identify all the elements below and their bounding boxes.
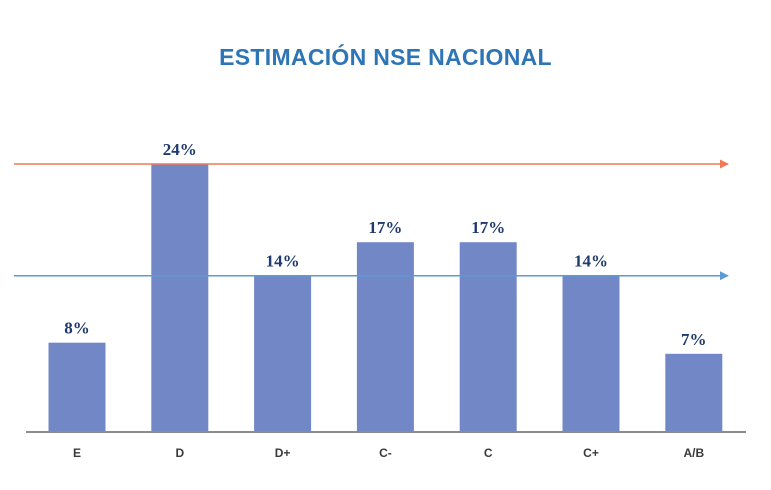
x-tick-label-E: E xyxy=(73,446,81,460)
chart-title: ESTIMACIÓN NSE NACIONAL xyxy=(219,44,552,70)
bar-D+ xyxy=(254,275,312,432)
x-tick-label-A/B: A/B xyxy=(683,446,704,460)
data-label-A/B: 7% xyxy=(681,330,707,349)
data-label-C: 17% xyxy=(471,218,505,237)
bar-E xyxy=(48,342,106,432)
data-label-E: 8% xyxy=(64,319,90,338)
data-label-D: 24% xyxy=(163,140,197,159)
data-label-C-: 17% xyxy=(368,218,402,237)
x-tick-label-C+: C+ xyxy=(583,446,599,460)
data-label-D+: 14% xyxy=(266,252,300,271)
bar-D xyxy=(151,164,209,432)
x-tick-label-D: D xyxy=(175,446,184,460)
data-label-C+: 14% xyxy=(574,252,608,271)
bar-C+ xyxy=(562,275,620,432)
x-tick-label-C: C xyxy=(484,446,493,460)
bar-A/B xyxy=(665,353,723,432)
x-tick-label-C-: C- xyxy=(379,446,392,460)
x-tick-label-D+: D+ xyxy=(275,446,291,460)
bar-C- xyxy=(356,242,414,432)
bar-C xyxy=(459,242,517,432)
